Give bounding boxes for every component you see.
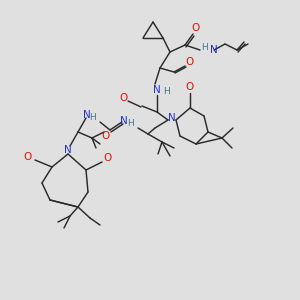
Text: O: O	[119, 93, 127, 103]
Text: O: O	[104, 153, 112, 163]
Text: N: N	[120, 116, 128, 126]
Text: N: N	[210, 45, 218, 55]
Text: O: O	[186, 57, 194, 67]
Text: H: H	[163, 86, 170, 95]
Text: N: N	[153, 85, 161, 95]
Text: N: N	[168, 113, 176, 123]
Text: O: O	[192, 23, 200, 33]
Text: H: H	[201, 43, 207, 52]
Text: O: O	[186, 82, 194, 92]
Text: N: N	[64, 145, 72, 155]
Text: H: H	[90, 113, 96, 122]
Text: O: O	[101, 131, 109, 141]
Text: O: O	[24, 152, 32, 162]
Text: N: N	[83, 110, 91, 120]
Text: H: H	[128, 119, 134, 128]
